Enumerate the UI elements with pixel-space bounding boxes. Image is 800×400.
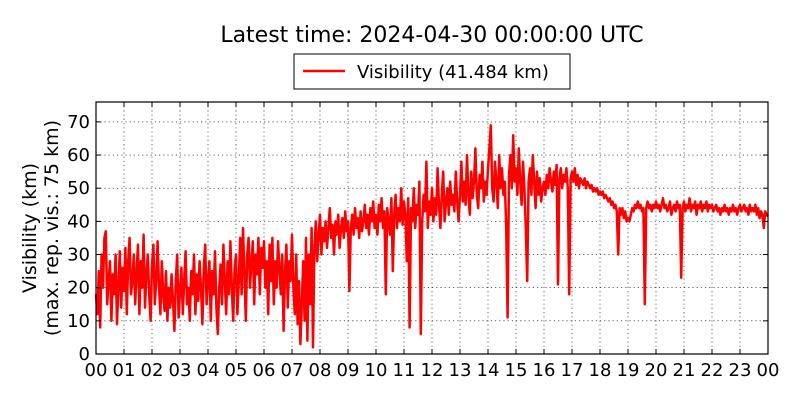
y-tick-label: 20 [67, 278, 90, 299]
y-axis-label-line-2: (max. rep. vis.: 75 km) [41, 120, 63, 336]
x-tick-label: 07 [281, 360, 304, 381]
y-tick-label: 30 [67, 245, 90, 266]
x-tick-label: 12 [421, 360, 444, 381]
x-tick-label: 00 [757, 360, 780, 381]
x-tick-label: 17 [561, 360, 584, 381]
x-tick-label: 05 [225, 360, 248, 381]
x-tick-label: 04 [197, 360, 220, 381]
x-tick-label: 06 [253, 360, 276, 381]
x-tick-label: 01 [113, 360, 136, 381]
x-tick-label: 15 [505, 360, 528, 381]
y-tick-label: 40 [67, 211, 90, 232]
x-tick-label: 08 [309, 360, 332, 381]
legend-label: Visibility (41.484 km) [357, 62, 549, 83]
axis-ticks [95, 102, 769, 355]
x-tick-label: 16 [533, 360, 556, 381]
y-axis-label-line-1: Visibility (km) [19, 163, 41, 293]
x-tick-label: 22 [701, 360, 724, 381]
x-tick-label: 10 [365, 360, 388, 381]
series-line-visibility [94, 123, 769, 349]
x-axis-tick-labels: 00 01 02 03 04 05 06 07 08 09 10 11 12 13 14 15 16 17 18 19… [85, 360, 780, 381]
x-tick-label: 23 [729, 360, 752, 381]
y-tick-label: 50 [67, 178, 90, 199]
y-tick-label: 10 [67, 311, 90, 332]
chart-title: Latest time: 2024-04-30 00:00:00 UTC [220, 23, 643, 48]
x-tick-label: 11 [393, 360, 416, 381]
x-tick-label: 18 [589, 360, 612, 381]
x-tick-label: 03 [169, 360, 192, 381]
y-tick-label: 60 [67, 145, 90, 166]
x-tick-label: 19 [617, 360, 640, 381]
x-tick-label: 13 [449, 360, 472, 381]
legend: Visibility (41.484 km) [293, 53, 571, 90]
x-tick-label: 02 [141, 360, 164, 381]
y-tick-label: 0 [79, 344, 90, 365]
grid [96, 102, 768, 354]
x-tick-label: 09 [337, 360, 360, 381]
x-tick-label: 20 [645, 360, 668, 381]
x-tick-label: 00 [85, 360, 108, 381]
y-tick-label: 70 [67, 112, 90, 133]
x-tick-label: 21 [673, 360, 696, 381]
x-tick-label: 14 [477, 360, 500, 381]
y-axis-tick-labels: 0 10 20 30 40 50 60 70 [67, 112, 90, 365]
series-layer [94, 123, 769, 349]
